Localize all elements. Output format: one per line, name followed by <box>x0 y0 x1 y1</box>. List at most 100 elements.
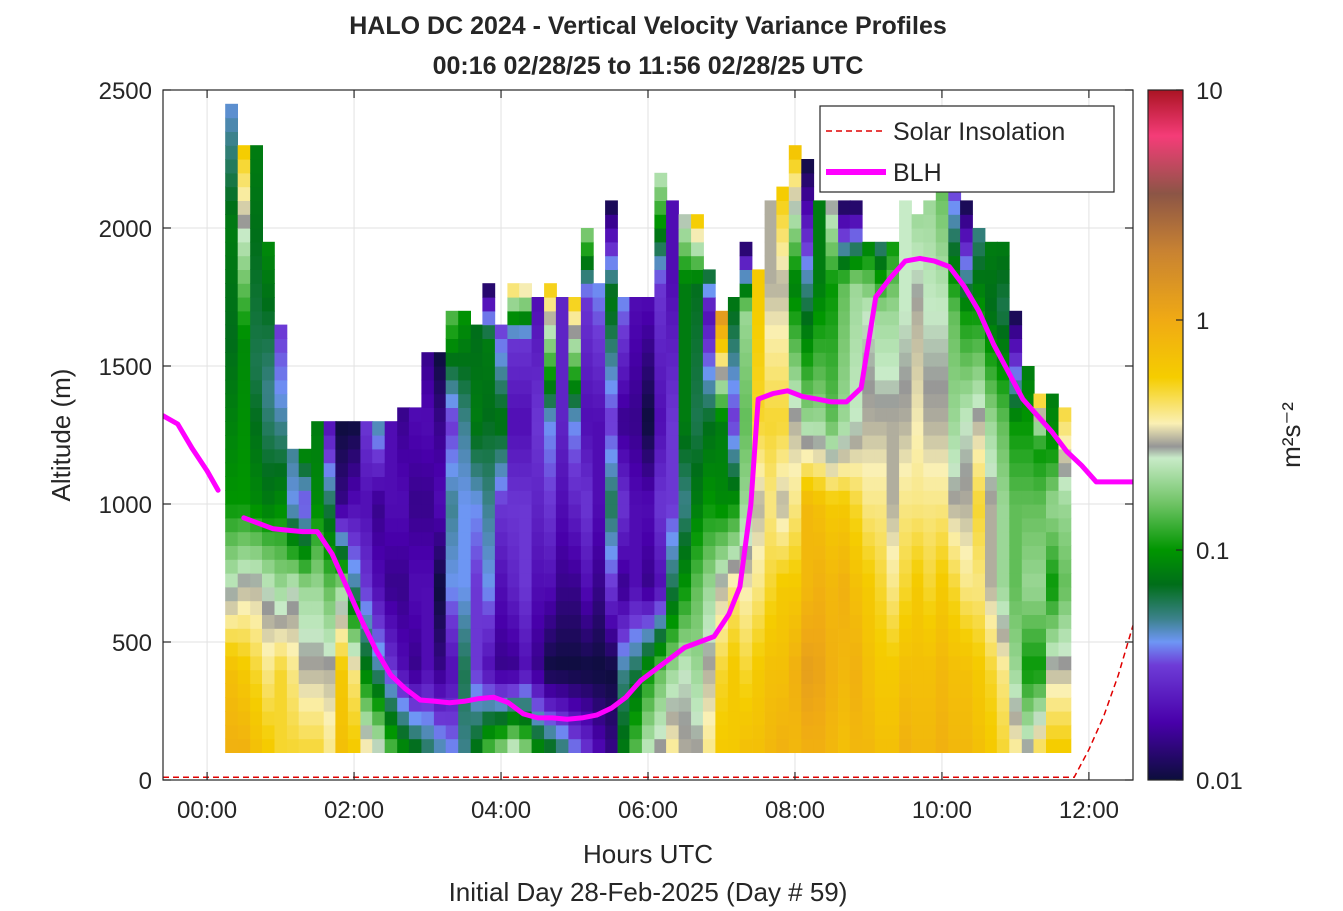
heatmap-cell <box>470 724 484 740</box>
heatmap-cell <box>862 711 876 726</box>
heatmap-cell <box>691 338 704 353</box>
heatmap-cell <box>948 669 962 684</box>
heatmap-cell <box>531 476 545 491</box>
heatmap-cell <box>225 435 238 450</box>
heatmap-cell <box>666 393 679 408</box>
heatmap-cell <box>580 738 594 753</box>
heatmap-cell <box>691 504 704 519</box>
heatmap-cell <box>544 642 557 657</box>
heatmap-cell <box>397 531 410 546</box>
heatmap-cell <box>298 586 312 602</box>
heatmap-cell <box>996 476 1010 491</box>
heatmap-cells <box>225 103 1072 753</box>
heatmap-cell <box>874 310 888 326</box>
heatmap-cell <box>776 642 790 657</box>
heatmap-cell <box>764 642 778 657</box>
heatmap-cell <box>323 586 337 602</box>
heatmap-cell <box>470 352 484 367</box>
heatmap-cell <box>985 724 998 740</box>
heatmap-cell <box>960 379 973 395</box>
heatmap-cell <box>862 614 876 629</box>
heatmap-cell <box>335 504 349 519</box>
heatmap-cell <box>948 504 962 519</box>
heatmap-cell <box>544 366 557 381</box>
heatmap-cell <box>788 655 802 671</box>
heatmap-cell <box>433 448 447 464</box>
heatmap-cell <box>1033 614 1047 629</box>
heatmap-cell <box>960 324 973 339</box>
heatmap-cell <box>727 628 741 643</box>
heatmap-cell <box>274 642 288 657</box>
heatmap-cell <box>764 407 778 422</box>
heatmap-cell <box>996 683 1010 698</box>
series-lines <box>163 255 1133 778</box>
heatmap-cell <box>531 421 545 436</box>
heatmap-cell <box>972 366 986 381</box>
heatmap-cell <box>874 545 888 560</box>
heatmap-cell <box>568 435 582 450</box>
heatmap-cell <box>311 738 324 753</box>
heatmap-cell <box>776 490 790 505</box>
heatmap-cell <box>715 738 729 753</box>
heatmap-cell <box>629 297 643 312</box>
y-tick-label: 2000 <box>99 216 152 243</box>
heatmap-cell <box>702 366 716 381</box>
heatmap-cell <box>298 448 312 464</box>
heatmap-cell <box>666 448 679 464</box>
heatmap-cell <box>899 490 912 505</box>
heatmap-cell <box>470 600 484 615</box>
heatmap-cell <box>323 421 337 436</box>
heatmap-cell <box>384 476 398 491</box>
heatmap-cell <box>813 559 826 574</box>
heatmap-cell <box>286 573 300 588</box>
heatmap-cell <box>1021 559 1035 574</box>
heatmap-cell <box>494 338 508 353</box>
heatmap-cell <box>274 586 288 602</box>
heatmap-cell <box>470 738 484 753</box>
heatmap-cell <box>360 683 374 698</box>
heatmap-cell <box>274 407 288 422</box>
heatmap-cell <box>874 269 888 284</box>
heatmap-cell <box>1046 697 1059 712</box>
heatmap-cell <box>1046 504 1059 519</box>
heatmap-cell <box>360 545 374 560</box>
heatmap-cell <box>813 586 826 602</box>
heatmap-cell <box>274 614 288 629</box>
heatmap-cell <box>298 669 312 684</box>
heatmap-cell <box>568 393 582 408</box>
heatmap-cell <box>935 573 949 588</box>
heatmap-cell <box>544 586 557 602</box>
heatmap-cell <box>1033 738 1047 753</box>
heatmap-cell <box>641 586 655 602</box>
heatmap-cell <box>1046 655 1059 671</box>
heatmap-cell <box>250 241 263 257</box>
heatmap-cell <box>1033 600 1047 615</box>
heatmap-cell <box>886 531 900 546</box>
heatmap-cell <box>507 407 521 422</box>
heatmap-cell <box>886 393 900 408</box>
heatmap-cell <box>555 476 569 491</box>
heatmap-cell <box>666 669 679 684</box>
heatmap-cell <box>347 476 361 491</box>
heatmap-cell <box>702 283 716 298</box>
heatmap-cell <box>421 738 435 753</box>
heatmap-cell <box>1058 669 1072 684</box>
heatmap-cell <box>1021 655 1035 671</box>
heatmap-cell <box>494 421 508 436</box>
heatmap-cell <box>617 407 631 422</box>
heatmap-cell <box>862 462 876 477</box>
heatmap-cell <box>739 683 753 698</box>
heatmap-cell <box>470 490 484 505</box>
heatmap-cell <box>654 186 668 201</box>
heatmap-cell <box>445 379 459 395</box>
heatmap-cell <box>433 462 447 477</box>
heatmap-cell <box>691 448 704 464</box>
heatmap-cell <box>531 683 545 698</box>
heatmap-cell <box>286 545 300 560</box>
heatmap-cell <box>641 448 655 464</box>
heatmap-cell <box>996 504 1010 519</box>
heatmap-cell <box>372 448 385 464</box>
heatmap-cell <box>482 517 496 533</box>
heatmap-cell <box>592 655 606 671</box>
heatmap-cell <box>507 614 521 629</box>
